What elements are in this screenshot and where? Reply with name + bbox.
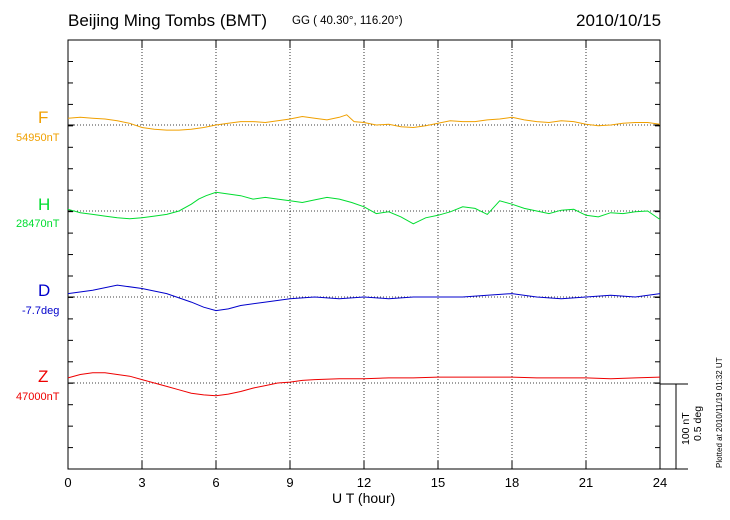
label-d: D (38, 281, 51, 300)
label-z: Z (38, 367, 49, 386)
series-layer (67, 114, 661, 397)
y-minor-ticks (68, 61, 660, 449)
x-tick-label: 12 (356, 475, 372, 490)
x-tick-label: 15 (430, 475, 446, 490)
scale-bar (660, 383, 688, 470)
scale-nt-label: 100 nT (680, 412, 692, 445)
x-tick-label: 3 (138, 475, 146, 490)
series-line-d (67, 284, 661, 312)
series-line-f (67, 114, 661, 131)
series-line-z (67, 372, 661, 397)
station-title: Beijing Ming Tombs (BMT) (68, 11, 268, 30)
baseline-d: -7.7deg (22, 305, 60, 317)
x-tick-label: 0 (64, 475, 72, 490)
x-axis-label: U T (hour) (332, 490, 396, 506)
baseline-f: 54950nT (16, 132, 60, 144)
scale-deg-label: 0.5 deg (692, 405, 704, 441)
plotted-timestamp: Plotted at 2010/11/19 01:32 UT (715, 357, 724, 468)
label-f: F (38, 108, 49, 127)
series-line-h (67, 191, 661, 225)
x-tick-label: 9 (286, 475, 294, 490)
x-tick-label: 24 (652, 475, 668, 490)
x-tick-label: 21 (578, 475, 594, 490)
baseline-z: 47000nT (16, 391, 60, 403)
label-h: H (38, 195, 51, 214)
station-coordinates: GG ( 40.30°, 116.20°) (292, 15, 403, 27)
x-tick-label: 6 (212, 475, 220, 490)
x-tick-label: 18 (504, 475, 520, 490)
plot-frame (67, 39, 661, 470)
vertical-gridlines (67, 40, 661, 469)
chart-date: 2010/10/15 (576, 11, 662, 30)
baseline-h: 28470nT (16, 218, 60, 230)
